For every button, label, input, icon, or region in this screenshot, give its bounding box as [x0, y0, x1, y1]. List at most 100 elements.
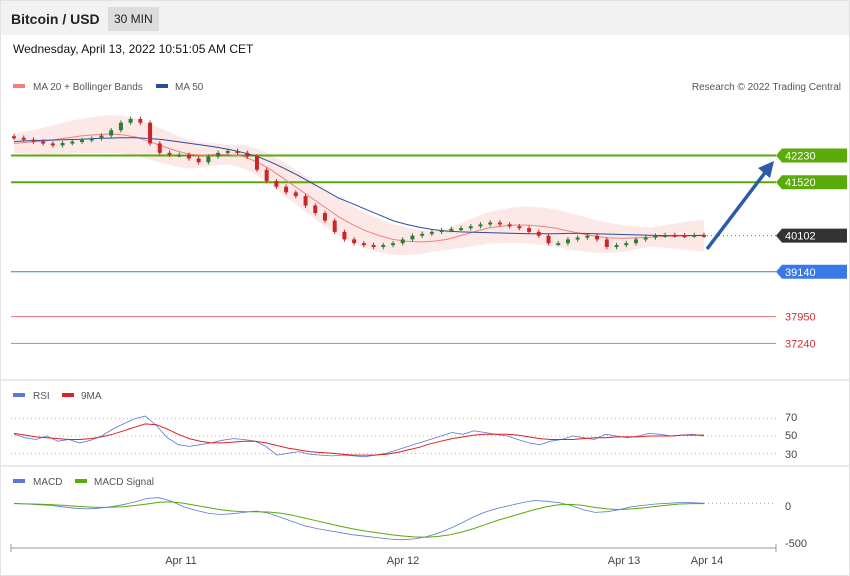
legend-swatch-rsi-ma	[62, 393, 74, 397]
candle-body	[60, 143, 65, 146]
candle-body	[332, 220, 337, 232]
timestamp: Wednesday, April 13, 2022 10:51:05 AM CE…	[13, 42, 254, 56]
instrument-title: Bitcoin / USD	[11, 11, 100, 27]
candle-body	[21, 137, 26, 140]
candle-body	[254, 156, 259, 170]
candle-body	[391, 243, 396, 246]
legend-swatch-macd	[13, 479, 25, 483]
candle-body	[148, 122, 153, 144]
candle-body	[604, 239, 609, 247]
moving-averages	[13, 133, 705, 243]
legend-label-rsi-ma: 9MA	[81, 391, 102, 402]
candle-body	[235, 150, 240, 153]
candle-body	[264, 169, 269, 182]
candle-body	[643, 237, 648, 240]
candle-body	[80, 140, 85, 143]
legend-swatch-macd-signal	[75, 479, 87, 483]
candle-body	[478, 224, 483, 227]
candle-body	[449, 228, 454, 231]
level-tag-42230: 42230	[785, 150, 816, 162]
research-credit: Research © 2022 Trading Central	[692, 82, 841, 93]
rsi-tick-30: 30	[785, 449, 797, 461]
candle-body	[420, 233, 425, 236]
candle-body	[206, 156, 211, 163]
candle-body	[128, 118, 133, 123]
candle-body	[575, 237, 580, 240]
candle-body	[225, 150, 230, 153]
x-tick-apr12: Apr 12	[387, 555, 419, 567]
candle-body	[624, 243, 629, 246]
macd-tick-neg500: -500	[785, 538, 807, 550]
candle-body	[196, 158, 201, 163]
legend-label-bollinger: MA 20 + Bollinger Bands	[33, 82, 143, 93]
candle-body	[527, 228, 532, 232]
candle-body	[429, 231, 434, 234]
level-tag-37240: 37240	[785, 338, 816, 350]
candle-body	[177, 154, 182, 157]
rsi-ma-line	[13, 423, 704, 456]
macd-line	[13, 497, 705, 541]
candle-body	[468, 226, 473, 229]
price-levels	[11, 154, 776, 344]
candle-body	[99, 135, 104, 139]
level-tag-bg	[776, 264, 847, 279]
candle-body	[138, 118, 143, 123]
candle-body	[439, 230, 444, 232]
x-tick-apr14: Apr 14	[691, 555, 723, 567]
candle-body	[118, 122, 123, 131]
candle-body	[41, 141, 46, 144]
level-tag-bg	[776, 148, 847, 163]
candle-body	[459, 228, 464, 231]
candle-body	[507, 224, 512, 227]
candle-body	[546, 235, 551, 244]
legend-swatch-ma50	[156, 84, 168, 88]
candle-body	[702, 234, 706, 237]
candle-body	[361, 243, 366, 246]
level-tag-37950: 37950	[785, 312, 816, 324]
level-tag-bg	[776, 228, 847, 243]
candle-body	[410, 235, 415, 240]
bollinger-band-area	[14, 115, 704, 256]
candle-body	[31, 139, 36, 142]
candle-body	[682, 235, 687, 238]
candle-body	[585, 235, 590, 238]
level-tag-39140: 39140	[785, 267, 816, 279]
candle-body	[614, 245, 619, 248]
rsi-lines	[13, 415, 705, 458]
legend-label-macd-signal: MACD Signal	[94, 477, 154, 488]
ma50-line	[13, 137, 705, 237]
candle-body	[381, 245, 386, 248]
candle-body	[672, 234, 677, 237]
candle-body	[293, 192, 298, 197]
level-tag-bg	[776, 175, 847, 190]
timeframe-button[interactable]: 30 MIN	[108, 7, 159, 31]
candle-body	[663, 234, 668, 237]
rsi-tick-70: 70	[785, 412, 797, 424]
candle-body	[400, 239, 405, 244]
candle-body	[556, 243, 561, 246]
macd-lines	[13, 497, 776, 541]
candle-body	[488, 222, 493, 225]
candle-body	[371, 245, 376, 248]
ma20-line	[13, 133, 704, 243]
candle-body	[692, 234, 697, 237]
candle-body	[595, 235, 600, 240]
candle-body	[167, 152, 172, 155]
candle-body	[313, 205, 318, 214]
legend-swatch-rsi	[13, 393, 25, 397]
x-tick-apr11: Apr 11	[165, 555, 197, 567]
rsi-tick-50: 50	[785, 430, 797, 442]
candle-body	[342, 231, 347, 240]
candle-body	[70, 141, 75, 144]
bollinger-band	[14, 115, 704, 256]
level-tag-40102: 40102	[785, 231, 816, 243]
candle-body	[245, 152, 250, 157]
candle-body	[517, 226, 522, 229]
legend-label-macd: MACD	[33, 477, 62, 488]
candle-body	[216, 152, 221, 157]
candle-body	[633, 239, 638, 244]
projection-arrow	[705, 161, 774, 251]
legend-label-ma50: MA 50	[175, 82, 204, 93]
candlesticks	[12, 116, 706, 250]
